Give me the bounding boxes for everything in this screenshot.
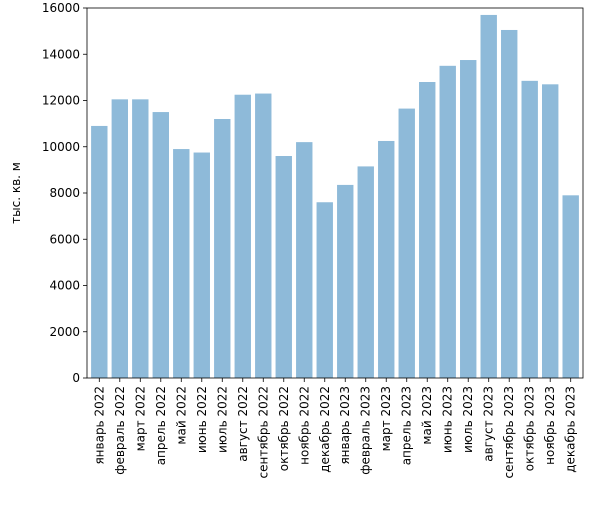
x-tick-label: декабрь 2022 <box>318 386 332 473</box>
x-tick-label: сентябрь 2022 <box>256 386 270 478</box>
bar <box>542 84 559 378</box>
x-tick-label: апрель 2022 <box>154 386 168 465</box>
bar <box>419 82 436 378</box>
x-tick-label: март 2023 <box>379 386 393 451</box>
x-tick-label: август 2022 <box>236 386 250 462</box>
bar <box>398 108 415 378</box>
bar <box>562 195 579 378</box>
y-tick-label: 14000 <box>42 47 80 61</box>
y-axis: 0 2000 4000 6000 8000 10000 12000 14000 16000 <box>42 1 87 385</box>
bar <box>111 99 128 378</box>
x-tick-label: июль 2022 <box>215 386 229 453</box>
bar <box>193 152 210 378</box>
bar <box>91 125 108 378</box>
plot-frame <box>86 7 584 379</box>
x-tick-label: февраль 2022 <box>113 386 127 475</box>
bar <box>521 80 538 378</box>
bar <box>132 99 149 378</box>
x-tick-label: март 2022 <box>133 386 147 451</box>
bar <box>501 29 518 378</box>
x-tick-label: ноябрь 2022 <box>297 386 311 465</box>
y-tick-label: 2000 <box>49 325 80 339</box>
x-tick-label: ноябрь 2023 <box>543 386 557 465</box>
bars-group <box>91 14 579 378</box>
bar <box>439 65 456 378</box>
bar <box>296 142 313 378</box>
bar <box>337 184 354 378</box>
bar <box>275 156 292 378</box>
y-axis-label: тыс. кв. м <box>9 162 23 224</box>
bar <box>152 112 169 378</box>
x-tick-label: июнь 2023 <box>441 386 455 453</box>
x-tick-label: январь 2022 <box>92 386 106 465</box>
x-tick-label: октябрь 2022 <box>277 386 291 471</box>
y-tick-label: 4000 <box>49 279 80 293</box>
bar <box>357 166 374 378</box>
x-tick-label: декабрь 2023 <box>564 386 578 473</box>
bar <box>234 94 251 378</box>
y-tick-label: 8000 <box>49 186 80 200</box>
x-tick-label: июнь 2022 <box>195 386 209 453</box>
x-tick-label: февраль 2023 <box>359 386 373 475</box>
bar <box>214 119 231 378</box>
y-tick-label: 12000 <box>42 94 80 108</box>
y-tick-label: 16000 <box>42 1 80 15</box>
x-tick-label: май 2022 <box>174 386 188 445</box>
bar <box>460 60 477 378</box>
x-tick-label: апрель 2023 <box>400 386 414 465</box>
x-tick-label: сентябрь 2023 <box>502 386 516 478</box>
bar <box>480 14 497 378</box>
x-tick-label: июль 2023 <box>461 386 475 453</box>
bar <box>173 149 190 378</box>
y-tick-label: 0 <box>72 371 80 385</box>
bar <box>316 202 333 378</box>
y-tick-label: 6000 <box>49 232 80 246</box>
x-tick-label: октябрь 2023 <box>523 386 537 471</box>
bar <box>378 140 395 378</box>
bar <box>255 93 272 378</box>
x-tick-label: январь 2023 <box>338 386 352 465</box>
x-tick-label: август 2023 <box>482 386 496 462</box>
x-tick-label: май 2023 <box>420 386 434 445</box>
x-axis: январь 2022 февраль 2022 март 2022 апрель 2… <box>92 378 578 478</box>
y-tick-label: 10000 <box>42 140 80 154</box>
